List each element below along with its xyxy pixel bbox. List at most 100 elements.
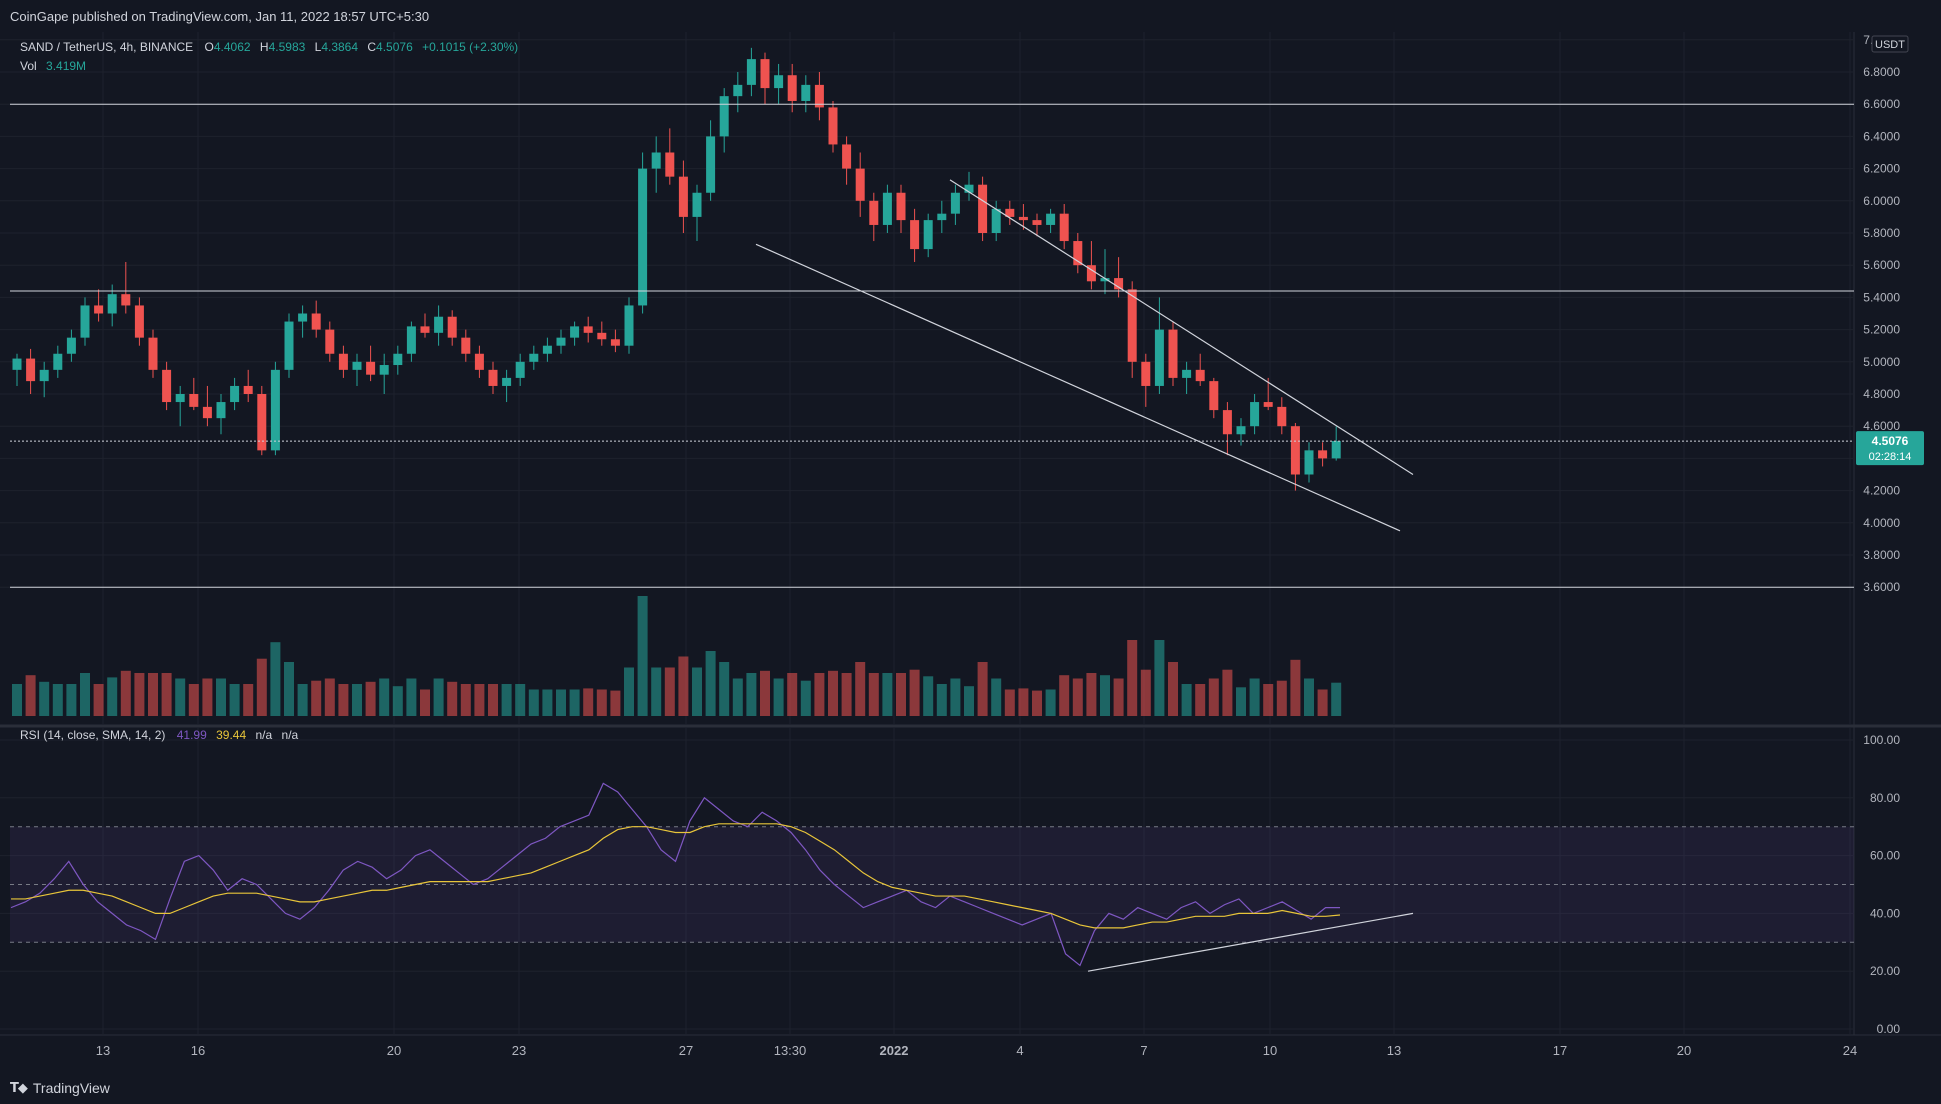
candle-body: [651, 152, 661, 169]
currency-label: USDT: [1875, 39, 1905, 51]
price-tick-label: 6.4000: [1863, 129, 1900, 143]
volume-bar: [760, 670, 770, 716]
candle-body: [406, 326, 416, 354]
candle-body: [896, 192, 906, 221]
legend-o-label: O: [205, 40, 214, 54]
candle-body: [80, 305, 90, 338]
candle-body: [529, 353, 539, 362]
volume-bar: [243, 684, 254, 716]
rsi-sma-line: [11, 823, 1341, 929]
candle-body: [447, 316, 457, 338]
legend-line: SAND / TetherUS, 4h, BINANCE O4.4062 H4.…: [20, 40, 518, 54]
chart-svg[interactable]: SAND / TetherUS, 4h, BINANCE O4.4062 H4.…: [0, 32, 1941, 1072]
candle-body: [910, 220, 920, 250]
last-price-badge: [1856, 431, 1924, 466]
candle-body: [66, 337, 76, 354]
volume-bar: [1208, 678, 1219, 716]
channel-upper-line: [949, 179, 1414, 476]
volume-bar: [379, 678, 390, 716]
volume-legend: Vol 3.419M: [20, 59, 86, 73]
rsi-label: RSI (14, close, SMA, 14, 2): [20, 728, 165, 742]
volume-bar: [651, 667, 662, 716]
rsi-line: [10, 782, 1341, 967]
price-tick-label: 4.0000: [1863, 516, 1900, 530]
published-header: CoinGape published on TradingView.com, J…: [0, 0, 1941, 32]
tradingview-logo-icon: 𝗧◆: [10, 1080, 28, 1095]
candle-body: [420, 326, 430, 333]
candle-body: [787, 75, 797, 101]
channel-lines[interactable]: [755, 179, 1414, 532]
candle-body: [1331, 441, 1341, 459]
price-tick-label: 5.6000: [1863, 258, 1900, 272]
candle-body: [610, 339, 620, 346]
volume-label: Vol: [20, 59, 37, 73]
volume-bar: [270, 642, 281, 716]
candle-body: [542, 345, 552, 354]
volume-bar: [80, 673, 90, 716]
volume-bar: [120, 670, 131, 716]
candle-body: [461, 337, 471, 354]
volume-bar: [814, 673, 825, 716]
volume-bar: [624, 667, 634, 716]
volume-bar: [746, 673, 757, 716]
rsi-na-2: n/a: [282, 728, 299, 742]
volume-bar: [1317, 689, 1328, 716]
candle-body: [39, 369, 49, 382]
rsi-tick-label: 100.00: [1863, 733, 1900, 747]
volume-bar: [800, 680, 811, 716]
candle-body: [678, 176, 688, 217]
candle-body: [814, 84, 824, 108]
price-axis[interactable]: 7.00006.80006.60006.40006.20006.00005.80…: [1863, 33, 1900, 594]
volume-bar: [841, 673, 852, 716]
volume-bar: [1113, 678, 1124, 716]
candle-body: [338, 353, 348, 370]
volume-bar: [352, 684, 362, 716]
candle-body: [257, 394, 267, 451]
volume-bar: [719, 662, 730, 716]
volume-bar: [1276, 680, 1287, 716]
candles: [12, 47, 1341, 491]
volume-bar: [1331, 682, 1342, 716]
candle-body: [583, 326, 593, 333]
price-pane[interactable]: [0, 32, 1854, 724]
rsi-legend: RSI (14, close, SMA, 14, 2) 41.99 39.44 …: [20, 728, 299, 742]
volume-bar: [447, 681, 458, 716]
price-tick-label: 6.0000: [1863, 194, 1900, 208]
candle-body: [1277, 406, 1287, 427]
candle-body: [107, 294, 117, 314]
time-axis[interactable]: 13 16 20 23 27 13:30 2022 4 7 10 13 17 20 24: [96, 1043, 1857, 1058]
volume-bar: [488, 684, 498, 716]
candle-body: [134, 305, 144, 338]
candle-body: [706, 136, 716, 193]
volume-bar: [338, 684, 349, 716]
currency-badge[interactable]: [1871, 35, 1909, 53]
volume-bar: [25, 675, 36, 716]
horizontal-levels[interactable]: [10, 103, 1854, 588]
candle-body: [556, 337, 566, 346]
volume-bar: [1263, 684, 1274, 716]
tradingview-brand[interactable]: 𝗧◆ TradingView: [10, 1080, 110, 1096]
rsi-axis[interactable]: 100.00 80.00 60.00 40.00 20.00 0.00: [1863, 733, 1900, 1036]
volume-bar: [583, 688, 594, 716]
rsi-na-1: n/a: [255, 728, 272, 742]
volume-bar: [1290, 659, 1301, 716]
bar-countdown: 02:28:14: [1869, 451, 1912, 463]
candle-body: [1032, 220, 1042, 225]
time-tick-label: 24: [1843, 1043, 1857, 1058]
rsi-pane[interactable]: [0, 728, 1854, 1033]
volume-bar: [991, 678, 1002, 716]
volume-bar: [923, 676, 934, 716]
volume-bar: [596, 689, 607, 716]
candle-body: [26, 358, 36, 382]
volume-bar: [1249, 678, 1260, 716]
price-tick-label: 4.2000: [1863, 484, 1900, 498]
price-tick-label: 5.8000: [1863, 226, 1900, 240]
chart-frame[interactable]: SAND / TetherUS, 4h, BINANCE O4.4062 H4.…: [0, 32, 1941, 1072]
candle-body: [94, 305, 104, 314]
candle-body: [1059, 213, 1069, 242]
candle-body: [665, 152, 675, 177]
candle-body: [1141, 361, 1151, 386]
candle-body: [379, 365, 389, 375]
volume-bar: [773, 678, 784, 716]
volume-value: 3.419M: [46, 59, 86, 73]
